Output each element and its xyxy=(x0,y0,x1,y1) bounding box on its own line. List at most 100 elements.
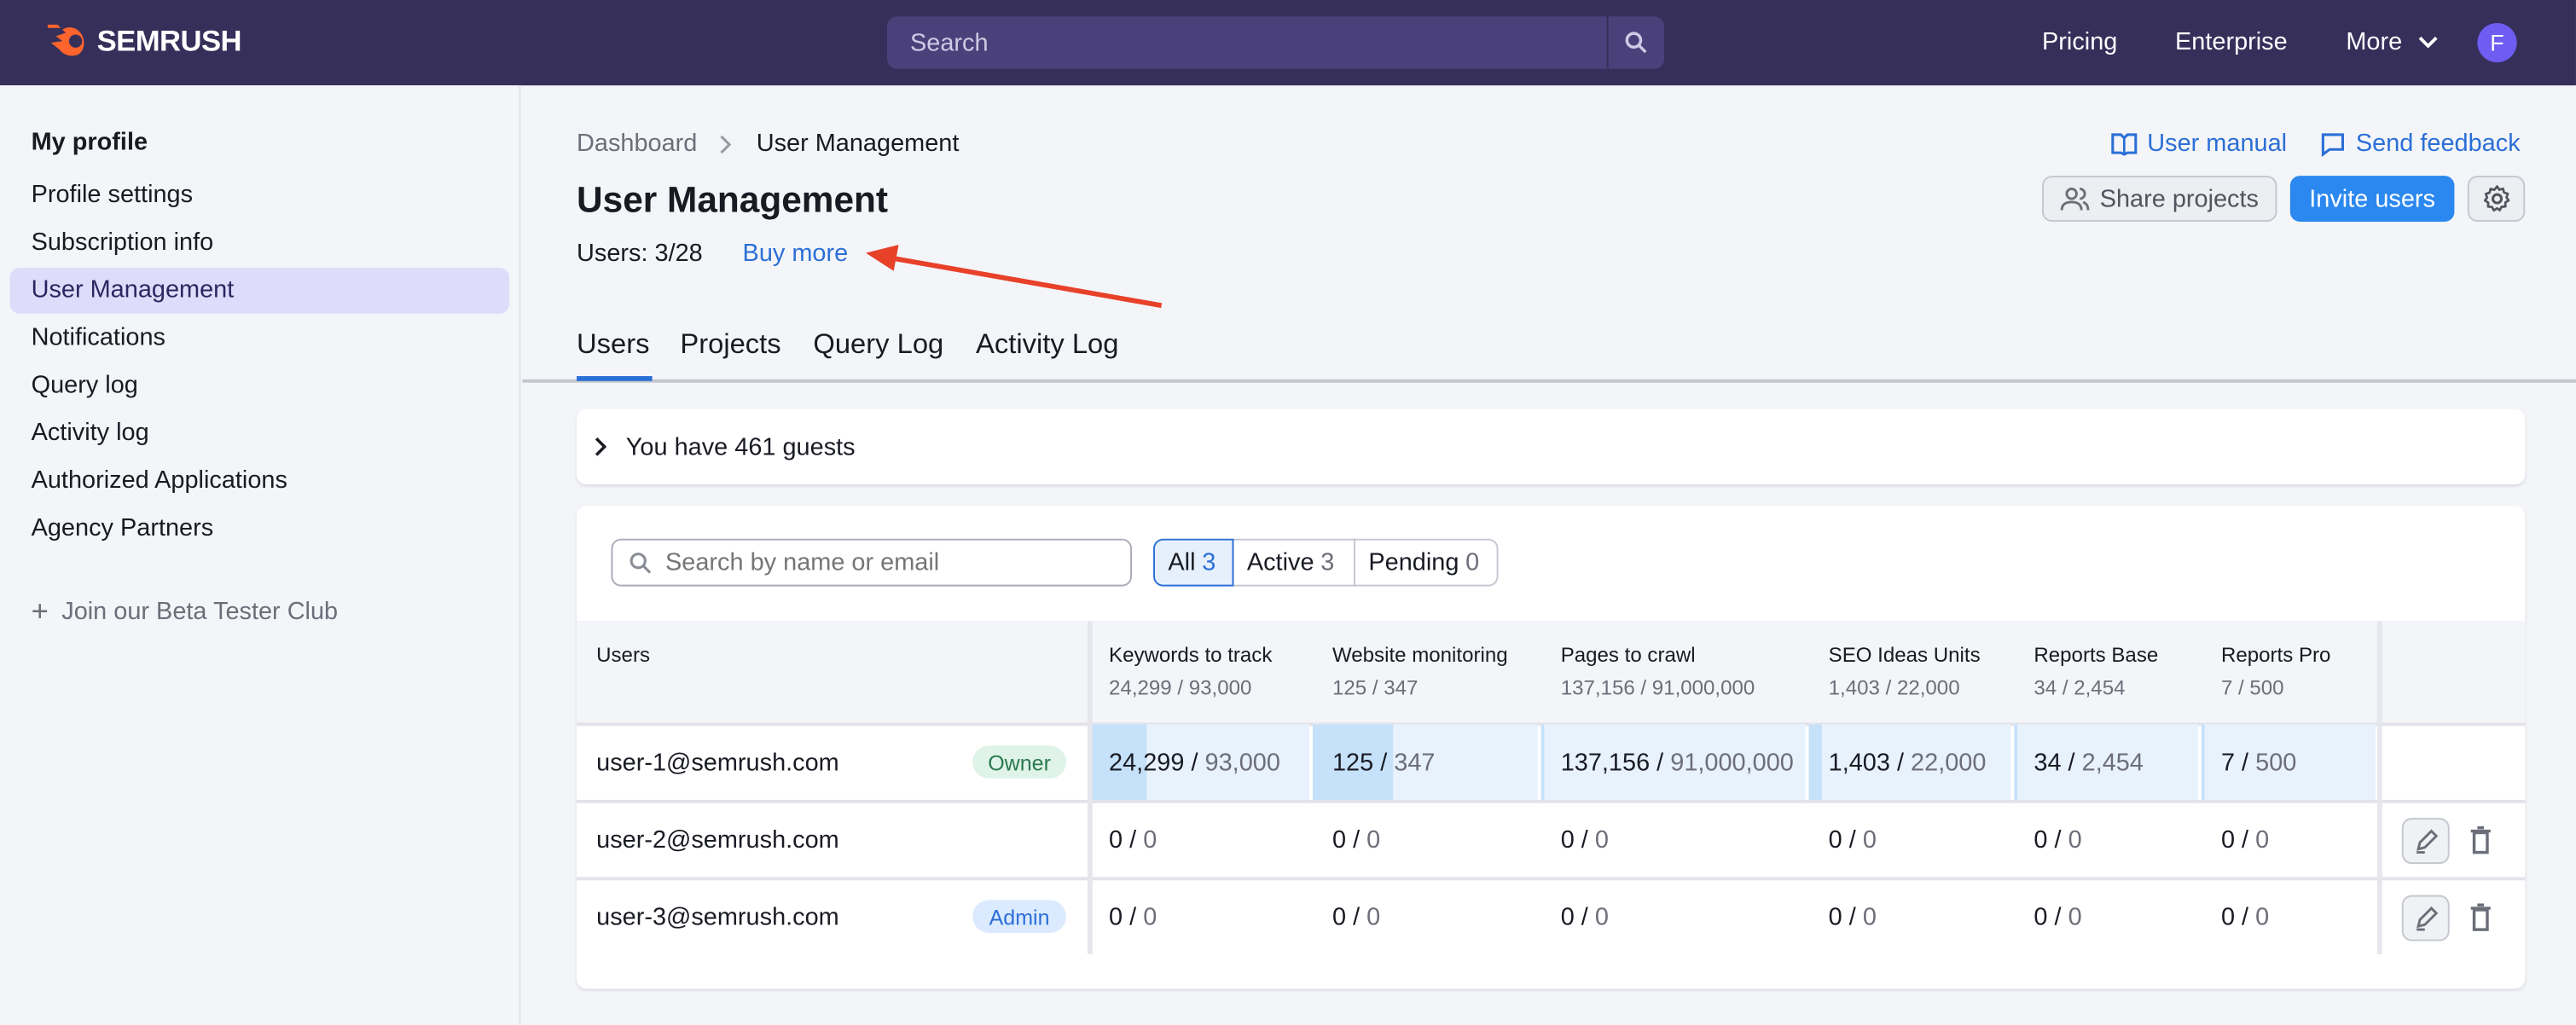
usage-cell: 0 / 0 xyxy=(2034,825,2082,854)
table-header xyxy=(577,621,2526,725)
annotation-arrow-icon xyxy=(866,244,1163,309)
book-icon xyxy=(2111,132,2138,155)
filter-all[interactable]: All 3 xyxy=(1153,538,1234,587)
breadcrumb-dashboard[interactable]: Dashboard xyxy=(577,130,698,158)
sidebar-item-notifications[interactable]: Notifications xyxy=(31,323,165,352)
usage-bar xyxy=(1540,724,1545,802)
search-icon xyxy=(1625,32,1647,54)
column-summary: 24,299 / 93,000 xyxy=(1109,676,1252,700)
search-input[interactable] xyxy=(887,16,1607,69)
row-divider xyxy=(577,722,2526,727)
tab-activity-log[interactable]: Activity Log xyxy=(976,328,1119,360)
tab-users[interactable]: Users xyxy=(577,328,650,360)
buy-more-link[interactable]: Buy more xyxy=(742,240,849,268)
sidebar-item-query-log[interactable]: Query log xyxy=(31,371,138,400)
nav-more[interactable]: More xyxy=(2346,28,2439,55)
trash-icon xyxy=(2470,825,2491,854)
usage-total: 0 xyxy=(1594,903,1609,932)
usage-total: 93,000 xyxy=(1204,749,1280,777)
settings-button[interactable] xyxy=(2467,176,2526,223)
usage-cell: 0 / 0 xyxy=(1109,903,1157,932)
usage-cell: 0 / 0 xyxy=(1332,825,1381,854)
usage-used: 137,156 xyxy=(1560,749,1651,777)
column-summary: 7 / 500 xyxy=(2220,676,2284,700)
sidebar-item-user-management[interactable]: User Management xyxy=(9,267,510,314)
usage-total: 0 xyxy=(1143,903,1157,932)
usage-cell: 125 / 347 xyxy=(1312,724,1538,802)
filter-label: Active xyxy=(1246,548,1314,577)
usage-total: 0 xyxy=(1862,903,1877,932)
usage-used: 7 xyxy=(2220,749,2236,777)
usage-used: 0 xyxy=(2220,825,2236,854)
filter-count: 3 xyxy=(1202,548,1216,577)
chevron-down-icon xyxy=(2419,36,2439,49)
share-projects-label: Share projects xyxy=(2099,184,2259,213)
tab-projects[interactable]: Projects xyxy=(680,328,781,360)
sidebar-item-authorized-applications[interactable]: Authorized Applications xyxy=(31,466,287,495)
user-search-input[interactable] xyxy=(665,548,1131,577)
usage-total: 0 xyxy=(2068,903,2082,932)
usage-bar xyxy=(2014,724,2018,802)
usage-cell: 7 / 500 xyxy=(2201,724,2376,802)
semrush-logo[interactable]: SEMRUSH xyxy=(44,23,242,59)
column-shadow xyxy=(1088,621,1093,955)
edit-user-button[interactable] xyxy=(2401,895,2450,941)
sidebar-item-subscription-info[interactable]: Subscription info xyxy=(31,228,214,257)
tabs-divider xyxy=(522,379,2576,383)
delete-user-button[interactable] xyxy=(2469,825,2496,856)
nav-pricing[interactable]: Pricing xyxy=(2042,27,2118,56)
edit-user-button[interactable] xyxy=(2401,818,2450,865)
filter-label: All xyxy=(1168,548,1196,577)
join-beta-link[interactable]: + Join our Beta Tester Club xyxy=(32,594,339,628)
usage-total: 0 xyxy=(2255,825,2270,854)
usage-cell: 0 / 0 xyxy=(1109,825,1157,854)
sidebar-item-profile-settings[interactable]: Profile settings xyxy=(31,180,194,209)
user-manual-link[interactable]: User manual xyxy=(2111,130,2287,158)
users-icon xyxy=(2060,188,2090,211)
row-divider xyxy=(577,877,2526,881)
global-search xyxy=(887,16,1665,69)
filter-active[interactable]: Active 3 xyxy=(1232,538,1355,587)
user-search-field xyxy=(611,538,1133,587)
sidebar: My profile Profile settings Subscription… xyxy=(0,85,521,1025)
users-count: Users: 3/28 xyxy=(577,240,703,268)
usage-cell: 0 / 0 xyxy=(1828,825,1877,854)
user-manual-label: User manual xyxy=(2147,130,2288,158)
usage-cell: 0 / 0 xyxy=(2220,903,2270,932)
column-summary: 34 / 2,454 xyxy=(2034,676,2126,700)
sidebar-item-agency-partners[interactable]: Agency Partners xyxy=(31,513,214,542)
usage-cell: 1,403 / 22,000 xyxy=(1808,724,2011,802)
chevron-right-icon xyxy=(721,134,733,153)
nav-enterprise[interactable]: Enterprise xyxy=(2175,27,2288,56)
delete-user-button[interactable] xyxy=(2469,903,2496,933)
tab-query-log[interactable]: Query Log xyxy=(813,328,944,360)
usage-bar xyxy=(1088,724,1147,802)
usage-used: 0 xyxy=(1828,825,1842,854)
usage-used: 0 xyxy=(1828,903,1842,932)
usage-total: 0 xyxy=(2068,825,2082,854)
chat-icon xyxy=(2321,132,2345,157)
usage-used: 125 xyxy=(1332,749,1374,777)
filter-pending[interactable]: Pending 0 xyxy=(1354,538,1499,587)
send-feedback-link[interactable]: Send feedback xyxy=(2320,130,2521,158)
row-divider xyxy=(577,799,2526,803)
usage-total: 347 xyxy=(1394,749,1436,777)
invite-users-button[interactable]: Invite users xyxy=(2289,176,2455,223)
user-email: user-2@semrush.com xyxy=(596,825,839,854)
usage-cell: 34 / 2,454 xyxy=(2014,724,2198,802)
column-header-users: Users xyxy=(596,643,651,667)
avatar[interactable]: F xyxy=(2477,22,2517,63)
send-feedback-label: Send feedback xyxy=(2355,130,2521,158)
share-projects-button[interactable]: Share projects xyxy=(2042,176,2277,223)
sidebar-item-activity-log[interactable]: Activity log xyxy=(31,419,149,447)
column-header: Reports Base xyxy=(2034,643,2159,667)
guests-panel[interactable]: You have 461 guests xyxy=(577,408,2526,485)
usage-total: 2,454 xyxy=(2081,749,2144,777)
usage-total: 91,000,000 xyxy=(1670,749,1794,777)
pencil-icon xyxy=(2416,829,2438,854)
column-summary: 137,156 / 91,000,000 xyxy=(1560,676,1755,700)
search-button[interactable] xyxy=(1606,16,1664,69)
usage-used: 34 xyxy=(2034,749,2062,777)
column-header: Website monitoring xyxy=(1332,643,1508,667)
usage-cell: 24,299 / 93,000 xyxy=(1088,724,1310,802)
